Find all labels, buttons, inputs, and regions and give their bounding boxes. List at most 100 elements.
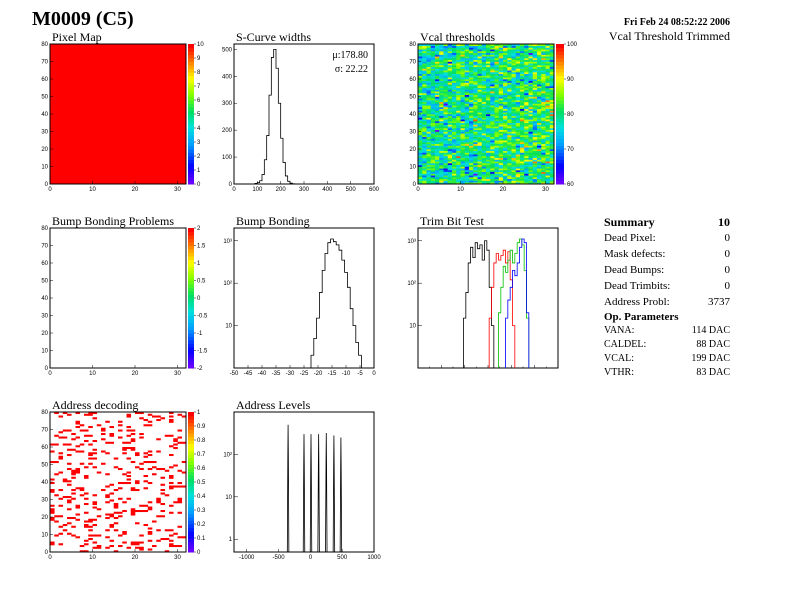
vcal-cell — [498, 58, 504, 61]
colorbar-cell — [556, 180, 564, 185]
colorbar-cell — [188, 499, 194, 504]
y-tick-label: 10² — [407, 281, 416, 287]
vcal-cell — [464, 163, 470, 166]
vcal-cell — [460, 86, 466, 89]
vcal-cell — [460, 68, 466, 71]
vcal-cell — [452, 73, 457, 76]
vcal-cell — [503, 156, 508, 159]
vcal-cell — [515, 73, 521, 76]
vcal-cell — [426, 163, 432, 166]
vcal-cell — [460, 45, 466, 48]
vcal-cell — [443, 150, 449, 153]
vcal-cell — [460, 108, 466, 111]
address-cell — [67, 480, 72, 483]
vcal-cell — [456, 61, 461, 64]
vcal-cell — [549, 112, 555, 115]
address-cell — [84, 503, 89, 506]
vcal-cell — [549, 135, 555, 138]
vcal-cell — [439, 180, 444, 183]
vcal-cell — [477, 47, 483, 50]
summary-title: Summary — [604, 215, 655, 229]
vcal-cell — [511, 140, 517, 143]
y-tick-label: 10 — [225, 324, 232, 330]
vcal-cell — [545, 173, 551, 176]
vcal-cell — [511, 182, 517, 185]
vcal-cell — [486, 117, 491, 120]
vcal-cell — [422, 150, 427, 153]
vcal-cell — [422, 140, 427, 143]
colorbar-cell — [188, 173, 194, 178]
address-cell — [139, 548, 144, 551]
vcal-cell — [430, 59, 436, 62]
vcal-cell — [435, 63, 440, 66]
vcal-cell — [456, 65, 461, 68]
vcal-cell — [447, 164, 453, 167]
vcal-cell — [541, 66, 546, 69]
vcal-cell — [430, 101, 436, 104]
address-cell — [58, 489, 64, 492]
vcal-cell — [524, 79, 529, 82]
vcal-cell — [426, 107, 432, 110]
vcal-cell — [498, 171, 504, 174]
vcal-cell — [464, 145, 470, 148]
vcal-cell — [456, 157, 461, 160]
address-cell — [88, 462, 93, 465]
vcal-cell — [452, 103, 457, 106]
vcal-cell — [456, 72, 461, 75]
colorbar-cell — [556, 131, 564, 136]
vcal-cell — [418, 126, 423, 129]
vcal-cell — [490, 182, 495, 185]
address-cell — [181, 441, 187, 444]
vcal-cell — [439, 52, 444, 55]
vcal-cell — [452, 136, 457, 139]
address-cell — [126, 478, 132, 481]
vcal-cell — [532, 119, 538, 122]
vcal-cell — [532, 70, 538, 73]
vcal-cell — [490, 47, 495, 50]
vcal-cell — [486, 51, 491, 54]
colorbar-cell — [188, 478, 194, 483]
vcal-cell — [460, 154, 466, 157]
vcal-cell — [520, 66, 525, 69]
vcal-cell — [473, 149, 478, 152]
vcal-cell — [473, 166, 478, 169]
vcal-cell — [477, 87, 483, 90]
vcal-cell — [435, 115, 440, 118]
address-cell — [96, 471, 102, 474]
vcal-cell — [515, 149, 521, 152]
vcal-cell — [490, 157, 495, 160]
vcal-cell — [469, 164, 474, 167]
vcal-cell — [464, 149, 470, 152]
address-cell — [156, 497, 161, 500]
vcal-cell — [447, 128, 453, 131]
vcal-cell — [490, 131, 495, 134]
address-cell — [92, 546, 98, 549]
colorbar-cell — [188, 249, 194, 253]
vcal-cell — [460, 145, 466, 148]
vcal-cell — [490, 166, 495, 169]
vcal-cell — [541, 107, 546, 110]
vcal-cell — [481, 170, 487, 173]
address-cell — [122, 531, 127, 534]
vcal-cell — [528, 66, 534, 69]
vcal-cell — [494, 171, 500, 174]
vcal-cell — [456, 131, 461, 134]
vcal-cell — [503, 77, 508, 80]
vcal-cell — [477, 70, 483, 73]
vcal-cell — [490, 126, 495, 129]
vcal-cell — [524, 133, 529, 136]
vcal-cell — [435, 98, 440, 101]
vcal-cell — [545, 58, 551, 61]
colorbar-cell — [188, 291, 194, 295]
vcal-cell — [452, 80, 457, 83]
vcal-cell — [464, 56, 470, 59]
vcal-cell — [426, 177, 432, 180]
address-cell — [130, 510, 136, 513]
vcal-cell — [486, 124, 491, 127]
vcal-cell — [439, 112, 444, 115]
vcal-cell — [426, 138, 432, 141]
address-cell — [75, 504, 81, 507]
address-cell — [50, 478, 55, 481]
vcal-cell — [541, 96, 546, 99]
vcal-cell — [532, 89, 538, 92]
